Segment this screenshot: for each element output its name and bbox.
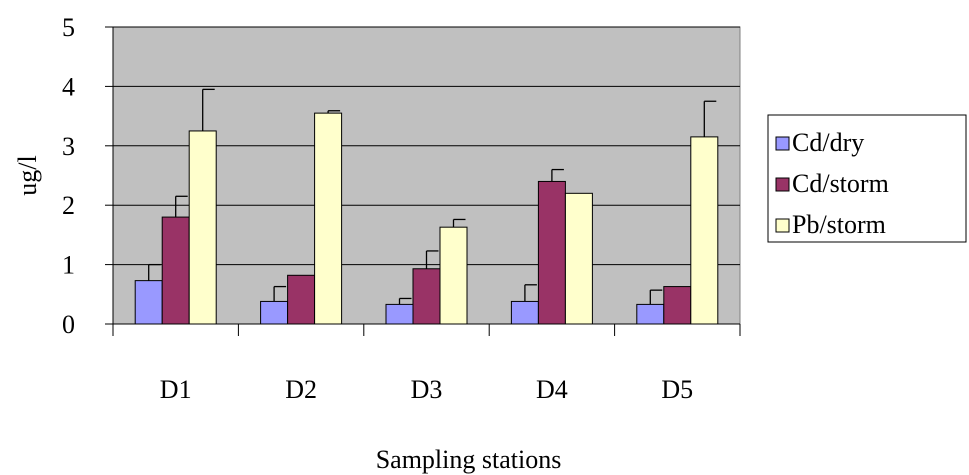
y-tick-label: 1 (62, 251, 75, 280)
legend-label-pb-storm: Pb/storm (792, 210, 886, 239)
bar-cd-dry-d1 (134, 280, 163, 325)
y-tick-label: 5 (62, 13, 75, 42)
bar-pb-storm-d5 (690, 136, 719, 325)
y-tick-label: 2 (62, 191, 75, 220)
x-tick-label-d5: D5 (661, 375, 693, 404)
bar-pb-storm-d1 (188, 130, 217, 325)
gridlines (113, 26, 740, 266)
bar-cd-dry-d5 (636, 303, 665, 325)
bar-pb-storm-d4 (564, 192, 593, 325)
legend-swatch-cd-storm (775, 177, 790, 192)
legend-label-cd-storm: Cd/storm (792, 169, 889, 198)
legend-box (767, 114, 967, 243)
x-axis-title: Sampling stations (376, 445, 562, 474)
x-tick-label-d2: D2 (285, 375, 317, 404)
error-bars (148, 88, 717, 305)
bar-cd-dry-d2 (260, 300, 289, 325)
bar-cd-storm-d1 (161, 216, 190, 325)
bars (134, 112, 719, 325)
bar-cd-storm-d3 (412, 268, 441, 325)
y-axis-title: ug/l (13, 155, 42, 195)
x-tick-label-d4: D4 (536, 375, 568, 404)
legend-swatch-cd-dry (775, 136, 790, 151)
x-tick-label-d3: D3 (411, 375, 443, 404)
bar-cd-storm-d2 (287, 274, 316, 325)
bar-cd-dry-d4 (510, 300, 539, 325)
bar-cd-storm-d5 (663, 286, 692, 325)
legend: Cd/dry Cd/storm Pb/storm (767, 114, 967, 243)
bar-pb-storm-d2 (314, 112, 343, 325)
legend-swatch-pb-storm (775, 218, 790, 233)
x-tick-label-d1: D1 (160, 375, 192, 404)
y-tick-label: 0 (62, 310, 75, 339)
bar-pb-storm-d3 (439, 226, 468, 325)
bar-cd-storm-d4 (537, 180, 566, 325)
y-tick-label: 4 (62, 72, 75, 101)
x-axis-ticks: D1 D2 D3 D4 D5 (112, 324, 741, 404)
y-axis-ticks: 0 1 2 3 4 5 (62, 13, 114, 339)
y-tick-label: 3 (62, 132, 75, 161)
bar-cd-dry-d3 (385, 303, 414, 325)
legend-label-cd-dry: Cd/dry (792, 128, 864, 157)
